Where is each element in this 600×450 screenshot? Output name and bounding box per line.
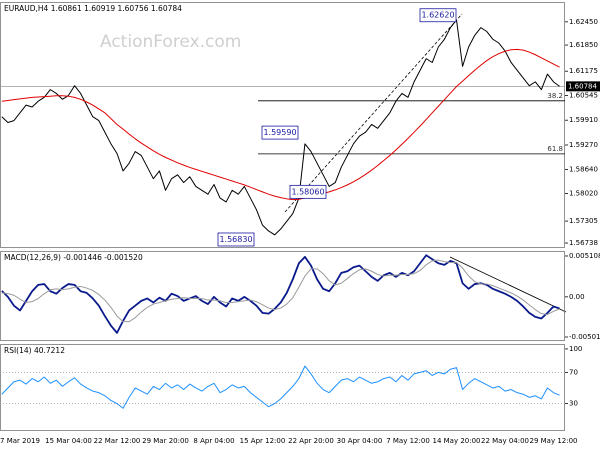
panel-frame bbox=[0, 251, 565, 341]
y-tick-label: 1.62450 bbox=[569, 18, 598, 26]
series-line bbox=[1, 19, 560, 236]
x-tick-label: 7 May 12:00 bbox=[386, 437, 430, 445]
annotation-box bbox=[419, 8, 457, 23]
y-tick-label: 30 bbox=[569, 400, 578, 408]
x-tick-label: 7 Mar 2019 bbox=[0, 437, 40, 445]
y-tick-label: 1.59270 bbox=[569, 141, 598, 149]
y-tick-label: 0.00 bbox=[569, 293, 585, 301]
x-tick-label: 29 Mar 20:00 bbox=[142, 437, 189, 445]
series-line bbox=[1, 254, 560, 334]
x-tick-label: 30 Apr 04:00 bbox=[337, 437, 383, 445]
x-tick-label: 15 Mar 04:00 bbox=[45, 437, 92, 445]
annotation-box bbox=[289, 184, 327, 199]
y-tick-label: 1.57305 bbox=[569, 217, 598, 225]
y-tick-label: 1.58020 bbox=[569, 189, 598, 197]
x-tick-label: 22 Mar 12:00 bbox=[94, 437, 141, 445]
annotation-label: 1.58060 bbox=[291, 187, 324, 196]
annotation-label: 1.62620 bbox=[421, 11, 454, 20]
x-tick-label: 15 Apr 12:00 bbox=[240, 437, 286, 445]
panel-title: MACD(12,26,9) -0.001446 -0.001520 bbox=[4, 253, 143, 262]
y-tick-label: 1.59910 bbox=[569, 116, 598, 124]
panel-title: EURAUD,H4 1.60861 1.60919 1.60756 1.6078… bbox=[4, 4, 182, 13]
y-tick-label: 1.56738 bbox=[569, 239, 598, 247]
x-tick-label: 14 May 20:00 bbox=[432, 437, 480, 445]
annotation-label: 1.56830 bbox=[219, 235, 252, 244]
trend-line bbox=[284, 13, 463, 213]
macd-trend-line bbox=[449, 256, 567, 313]
annotation-box bbox=[217, 232, 255, 247]
last-price-label: 1.60784 bbox=[568, 82, 597, 90]
annotation-label: 1.59590 bbox=[263, 128, 296, 137]
y-tick-label: 1.58640 bbox=[569, 165, 598, 173]
x-tick-label: 29 May 12:00 bbox=[529, 437, 577, 445]
y-tick-label: 70 bbox=[569, 368, 578, 376]
series-line bbox=[1, 259, 560, 323]
x-tick-label: 22 May 04:00 bbox=[481, 437, 529, 445]
fib-label: 61.8 bbox=[547, 145, 563, 153]
y-tick-label: 1.61850 bbox=[569, 41, 598, 49]
y-tick-label: 100 bbox=[569, 345, 582, 353]
last-price-box bbox=[566, 81, 600, 92]
y-tick-label: 0.005108 bbox=[569, 252, 600, 260]
y-tick-label: -0.005019 bbox=[569, 333, 600, 341]
panel-frame bbox=[0, 344, 565, 431]
fib-label: 38.2 bbox=[547, 92, 563, 100]
panel-frame bbox=[0, 2, 565, 248]
series-line bbox=[1, 48, 560, 201]
x-tick-label: 22 Apr 20:00 bbox=[288, 437, 334, 445]
series-line bbox=[1, 365, 560, 409]
y-tick-label: 1.61175 bbox=[569, 67, 598, 75]
annotation-box bbox=[261, 125, 299, 140]
watermark: ActionForex.com bbox=[100, 32, 241, 52]
y-tick-label: 1.60545 bbox=[569, 92, 598, 100]
x-tick-label: 8 Apr 04:00 bbox=[193, 437, 234, 445]
panel-title: RSI(14) 40.7212 bbox=[4, 346, 65, 355]
